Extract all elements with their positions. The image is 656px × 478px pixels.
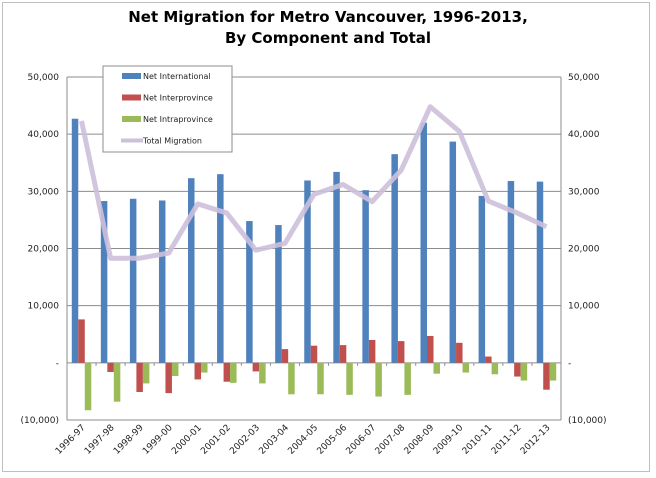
x-tick-label: 1999-00 bbox=[141, 423, 175, 457]
bar-net-international bbox=[100, 201, 108, 363]
bar-net-intraprovince bbox=[520, 362, 528, 381]
bar-net-interprovince bbox=[514, 362, 521, 377]
bar-net-interprovince bbox=[485, 356, 492, 363]
y-tick-label-left: 50,000 bbox=[28, 73, 60, 83]
x-tick-label: 2003-04 bbox=[257, 423, 291, 457]
legend-swatch bbox=[122, 73, 141, 79]
bar-net-international bbox=[217, 174, 224, 363]
x-tick-label: 2002-03 bbox=[228, 423, 262, 457]
bar-net-international bbox=[536, 181, 544, 363]
bar-net-intraprovince bbox=[171, 362, 179, 376]
x-tick-label: 1997-98 bbox=[83, 423, 117, 457]
y-tick-label-left: (10,000) bbox=[20, 416, 59, 426]
y-tick-label-right: (10,000) bbox=[568, 416, 607, 426]
y-tick-label-left: - bbox=[56, 359, 59, 369]
y-tick-label-right: 20,000 bbox=[568, 245, 600, 255]
y-tick-label-right: - bbox=[568, 359, 571, 369]
bar-net-international bbox=[275, 225, 282, 363]
bar-net-interprovince bbox=[78, 319, 85, 363]
bar-net-interprovince bbox=[281, 349, 289, 363]
bar-net-international bbox=[333, 171, 340, 363]
bar-net-interprovince bbox=[252, 362, 260, 372]
bar-net-intraprovince bbox=[84, 362, 92, 411]
bar-net-intraprovince bbox=[433, 362, 440, 374]
chart-title-line-2: By Component and Total bbox=[224, 29, 432, 47]
legend-label: Net Interprovince bbox=[143, 94, 213, 103]
x-tick-label: 2011-12 bbox=[490, 423, 524, 457]
bar-net-international bbox=[420, 122, 427, 363]
legend: Net International Net Interprovince Net In… bbox=[102, 65, 233, 153]
x-tick-label: 2012-13 bbox=[519, 423, 553, 457]
bar-net-international bbox=[507, 181, 515, 363]
bar-net-intraprovince bbox=[346, 362, 353, 395]
bar-net-international bbox=[158, 200, 166, 363]
bar-net-intraprovince bbox=[201, 362, 208, 373]
bar-net-intraprovince bbox=[375, 362, 382, 397]
bar-net-intraprovince bbox=[142, 362, 150, 384]
bar-net-international bbox=[129, 198, 137, 363]
bar-net-international bbox=[246, 221, 253, 363]
x-tick-label: 2000-01 bbox=[170, 423, 204, 457]
x-tick-label: 1996-97 bbox=[54, 423, 88, 457]
bar-net-international bbox=[362, 190, 369, 363]
legend-label: Total Migration bbox=[142, 137, 202, 146]
x-tick-label: 2010-11 bbox=[461, 423, 495, 457]
bar-net-interprovince bbox=[165, 362, 172, 394]
chart-frame bbox=[2, 2, 650, 472]
bar-net-interprovince bbox=[456, 342, 463, 363]
bar-net-international bbox=[71, 118, 79, 363]
bar-net-interprovince bbox=[223, 362, 231, 382]
bar-net-international bbox=[391, 154, 398, 363]
x-tick-label: 2006-07 bbox=[345, 423, 379, 457]
bar-net-intraprovince bbox=[317, 362, 324, 395]
bar-net-intraprovince bbox=[491, 362, 499, 375]
y-tick-label-left: 10,000 bbox=[28, 302, 60, 312]
legend-label: Net Intraprovince bbox=[143, 115, 213, 124]
x-tick-label: 2004-05 bbox=[286, 423, 320, 457]
bar-net-international bbox=[304, 180, 311, 363]
legend-swatch bbox=[122, 94, 141, 101]
bar-net-intraprovince bbox=[404, 362, 411, 395]
y-tick-label-left: 20,000 bbox=[28, 245, 60, 255]
bar-net-international bbox=[188, 178, 195, 363]
x-tick-label: 2008-09 bbox=[403, 423, 437, 457]
x-tick-label: 2005-06 bbox=[316, 423, 350, 457]
legend-swatch bbox=[122, 116, 141, 122]
bar-net-intraprovince bbox=[288, 362, 295, 395]
bar-net-interprovince bbox=[543, 362, 550, 390]
bar-net-interprovince bbox=[310, 345, 318, 363]
y-tick-label-right: 30,000 bbox=[568, 187, 600, 197]
bar-net-interprovince bbox=[107, 362, 114, 372]
bar-net-international bbox=[478, 195, 486, 363]
bar-net-intraprovince bbox=[462, 362, 470, 373]
bar-net-intraprovince bbox=[549, 362, 557, 381]
y-tick-label-right: 10,000 bbox=[568, 302, 600, 312]
bar-net-international bbox=[449, 141, 457, 363]
bar-net-interprovince bbox=[397, 341, 405, 363]
y-tick-label-right: 40,000 bbox=[568, 130, 600, 140]
bar-net-intraprovince bbox=[259, 362, 266, 384]
bar-net-interprovince bbox=[426, 335, 434, 363]
y-tick-label-right: 50,000 bbox=[568, 73, 600, 83]
y-tick-label-left: 30,000 bbox=[28, 187, 60, 197]
bar-net-interprovince bbox=[339, 345, 347, 363]
legend-box bbox=[102, 65, 233, 153]
bar-net-intraprovince bbox=[113, 362, 121, 402]
x-tick-label: 2001-02 bbox=[199, 423, 233, 457]
legend-label: Net International bbox=[143, 72, 211, 81]
x-tick-label: 2009-10 bbox=[432, 423, 466, 457]
bar-net-interprovince bbox=[136, 362, 143, 392]
bar-net-interprovince bbox=[368, 339, 376, 363]
chart-title-line-1: Net Migration for Metro Vancouver, 1996-… bbox=[128, 8, 528, 26]
y-tick-label-left: 40,000 bbox=[28, 130, 60, 140]
x-tick-label: 1998-99 bbox=[112, 423, 146, 457]
bar-net-interprovince bbox=[194, 362, 202, 380]
x-tick-label: 2007-08 bbox=[374, 423, 408, 457]
bar-net-intraprovince bbox=[230, 362, 237, 383]
line-total-migration bbox=[79, 104, 548, 261]
